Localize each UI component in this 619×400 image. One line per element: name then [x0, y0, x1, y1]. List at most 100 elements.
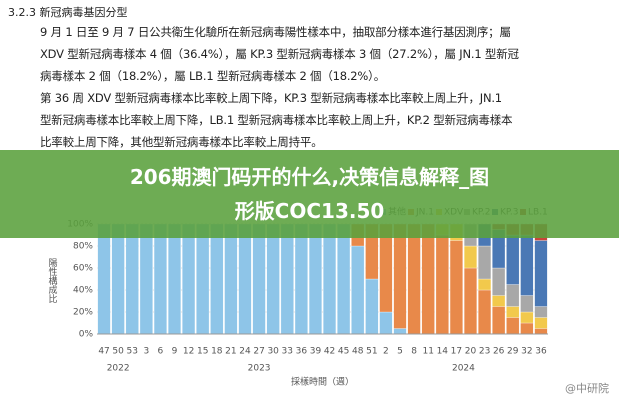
x-tick-label: 32	[521, 347, 532, 357]
x-tick-label: 8	[411, 347, 417, 357]
bar-segment	[337, 223, 351, 335]
bar-segment	[478, 289, 492, 335]
x-tick-label: 47	[98, 347, 109, 357]
bar-segment	[435, 234, 449, 335]
bar-segment	[393, 328, 407, 335]
x-tick-label: 23	[479, 347, 490, 357]
bar-segment	[534, 240, 548, 307]
bar-segment	[520, 311, 534, 324]
bar-segment	[506, 306, 520, 318]
x-tick-label: 18	[211, 347, 223, 357]
x-tick-label: 21	[225, 347, 236, 357]
x-tick-label: 33	[282, 347, 293, 357]
bar-segment	[449, 240, 463, 335]
bar-segment	[365, 278, 379, 335]
y-tick-label: 40%	[73, 286, 93, 296]
bar-segment	[210, 223, 224, 335]
text-line: 第 36 周 XDV 型新冠病毒樣本比率較上周下降，KP.3 型新冠病毒樣本比率…	[40, 91, 502, 105]
bar-segment	[252, 223, 266, 335]
y-axis-title: 陽性構成比	[47, 258, 58, 303]
bar-segment	[308, 223, 322, 335]
x-tick-label: 20	[465, 347, 477, 357]
bar-segment	[111, 223, 125, 335]
bar-segment	[478, 278, 492, 291]
bar-segment	[224, 223, 238, 335]
bar-segment	[520, 322, 534, 335]
heading: 3.2.3 新冠病毒基因分型	[8, 6, 128, 19]
bar-segment	[153, 223, 167, 335]
x-tick-label: 45	[338, 347, 349, 357]
bar-segment	[196, 223, 210, 335]
text-line: 比率較上周下降，其他型新冠病毒樣本比率較上周持平。	[40, 135, 323, 149]
bar-segment	[463, 245, 477, 269]
x-tick-label: 3	[143, 347, 149, 357]
text-line: XDV 型新冠病毒樣本 4 個（36.4%），屬 KP.3 型新冠病毒樣本 3 …	[40, 47, 519, 61]
x-tick-label: 2	[383, 347, 389, 357]
y-tick-label: 80%	[73, 242, 93, 252]
x-tick-label: 17	[451, 347, 462, 357]
text-line: 病毒樣本 2 個（18.2%），屬 LB.1 型新冠病毒樣本 2 個（18.2%…	[40, 69, 385, 83]
x-tick-label: 53	[127, 347, 138, 357]
x-tick-label: 42	[324, 347, 335, 357]
bar-segment	[168, 223, 182, 335]
bar-segment	[125, 223, 139, 335]
bar-segment	[266, 223, 280, 335]
x-tick-label: 24	[239, 347, 251, 357]
bar-segment	[506, 317, 520, 335]
banner-line: 206期澳门码开的什么,决策信息解释_图	[129, 165, 490, 189]
bar-segment	[478, 245, 492, 280]
x-tick-label: 36	[535, 347, 547, 357]
year-label: 2022	[107, 364, 130, 374]
text-line: 9 月 1 日至 9 月 7 日公共衛生化驗所在新冠病毒陽性樣本中，抽取部分樣本…	[40, 25, 511, 39]
x-tick-label: 26	[493, 347, 505, 357]
bar-segment	[238, 223, 252, 335]
x-tick-label: 51	[366, 347, 377, 357]
x-tick-label: 14	[437, 347, 449, 357]
x-tick-label: 27	[253, 347, 264, 357]
bar-segment	[492, 295, 506, 307]
bar-segment	[393, 223, 407, 329]
y-tick-label: 60%	[73, 264, 93, 274]
banner-line: 形版COC13.50	[234, 199, 385, 223]
x-tick-label: 50	[112, 347, 124, 357]
bar-segment	[97, 223, 111, 335]
bar-segment	[506, 234, 520, 285]
y-tick-label: 20%	[73, 308, 93, 318]
x-tick-label: 11	[422, 347, 433, 357]
bar-segment	[280, 223, 294, 335]
x-tick-label: 48	[352, 347, 364, 357]
year-label: 2023	[248, 364, 271, 374]
x-axis-title: 採樣時間（週）	[291, 376, 354, 388]
x-tick-label: 9	[172, 347, 178, 357]
bar-segment	[294, 223, 308, 335]
bar-segment	[506, 284, 520, 307]
bar-segment	[520, 234, 534, 296]
x-tick-label: 6	[158, 347, 164, 357]
bar-segment	[351, 245, 365, 335]
bar-segment	[534, 328, 548, 335]
banner: 206期澳门码开的什么,决策信息解释_图 形版COC13.50	[0, 150, 619, 238]
bar-segment	[463, 267, 477, 335]
x-tick-label: 39	[310, 347, 322, 357]
bar-segment	[323, 223, 337, 335]
bar-segment	[534, 306, 548, 318]
bar-segment	[492, 267, 506, 296]
x-tick-label: 12	[183, 347, 194, 357]
x-tick-label: 15	[197, 347, 208, 357]
bar-segment	[534, 317, 548, 329]
bar-segment	[182, 223, 196, 335]
x-tick-label: 30	[267, 347, 279, 357]
watermark: @中研院	[565, 382, 609, 395]
x-tick-label: 29	[507, 347, 519, 357]
bar-segment	[421, 223, 435, 335]
bar-segment	[379, 311, 393, 335]
year-label: 2024	[452, 364, 475, 374]
y-tick-label: 0%	[79, 330, 94, 340]
bar-segment	[492, 306, 506, 335]
x-tick-label: 5	[397, 347, 403, 357]
x-tick-label: 36	[296, 347, 308, 357]
text-line: 型新冠病毒樣本比率較上周下降，LB.1 型新冠病毒樣本比率較上周上升，KP.2 …	[40, 113, 513, 127]
bar-segment	[139, 223, 153, 335]
